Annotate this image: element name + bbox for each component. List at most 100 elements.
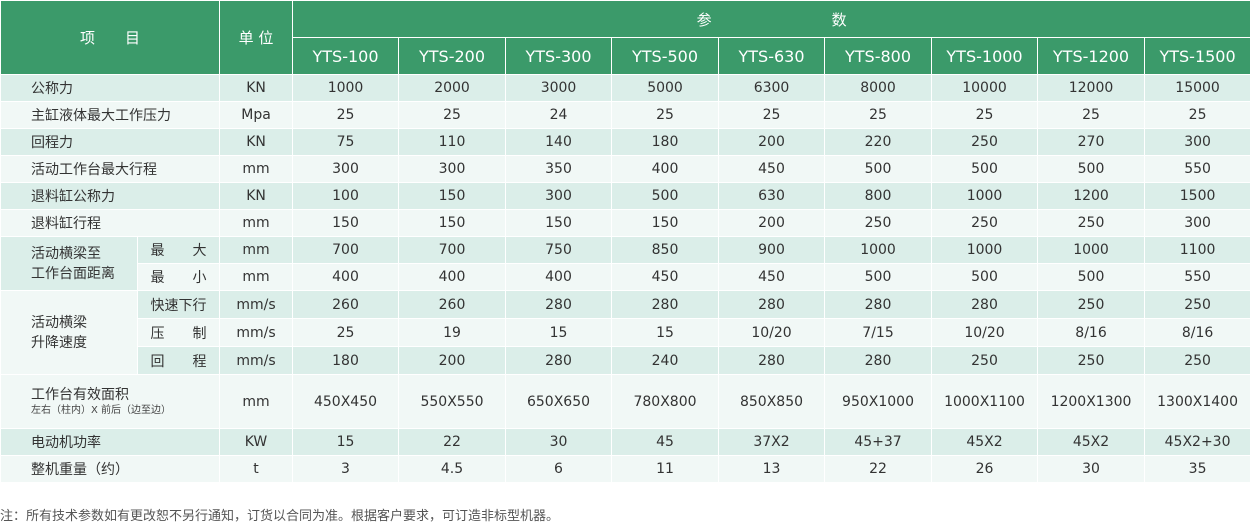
value-cell: 26: [931, 455, 1039, 483]
table-row: 公称力 KN 1000 2000 3000 5000 6300 8000 10000 12000 1…: [0, 74, 1250, 102]
value-cell: 8/16: [1144, 318, 1250, 347]
value-cell: 280: [718, 346, 826, 375]
value-cell: 4.5: [398, 455, 507, 483]
value-cell: 15: [505, 318, 613, 347]
value-cell: 500: [931, 155, 1039, 183]
distance-label-line1: 活动横梁至: [31, 245, 101, 262]
value-cell: 550: [1144, 263, 1250, 291]
value-cell: 280: [505, 290, 613, 319]
value-cell: 400: [398, 263, 507, 291]
value-cell: 3: [292, 455, 400, 483]
value-cell: 1300X1400: [1144, 374, 1250, 429]
value-cell: 25: [292, 101, 400, 129]
sub-label: 回 程: [136, 346, 221, 375]
header-model: YTS-500: [611, 37, 720, 75]
header-model: YTS-800: [824, 37, 933, 75]
value-cell: 45X2: [1037, 428, 1146, 456]
value-cell: 45X2: [931, 428, 1039, 456]
value-cell: 500: [611, 182, 720, 210]
unit-cell: mm: [219, 236, 294, 264]
value-cell: 35: [1144, 455, 1250, 483]
table-row: 主缸液体最大工作压力 Mpa 25 25 24 25 25 25 25 25 25: [0, 101, 1250, 129]
value-cell: 780X800: [611, 374, 720, 429]
row-label: 退料缸行程: [0, 209, 221, 237]
value-cell: 25: [1037, 101, 1146, 129]
unit-cell: mm: [219, 155, 294, 183]
value-cell: 13: [718, 455, 826, 483]
value-cell: 550: [1144, 155, 1250, 183]
value-cell: 500: [1037, 155, 1146, 183]
value-cell: 260: [398, 290, 507, 319]
value-cell: 10/20: [718, 318, 826, 347]
value-cell: 400: [505, 263, 613, 291]
value-cell: 750: [505, 236, 613, 264]
value-cell: 140: [505, 128, 613, 156]
value-cell: 19: [398, 318, 507, 347]
unit-cell: KN: [219, 128, 294, 156]
unit-cell: mm/s: [219, 318, 294, 347]
value-cell: 1000: [824, 236, 933, 264]
value-cell: 180: [611, 128, 720, 156]
value-cell: 450: [718, 263, 826, 291]
value-cell: 300: [505, 182, 613, 210]
unit-cell: mm: [219, 374, 294, 429]
value-cell: 15: [292, 428, 400, 456]
value-cell: 1000: [931, 236, 1039, 264]
value-cell: 280: [931, 290, 1039, 319]
row-label: 整机重量（约）: [0, 455, 221, 483]
value-cell: 850: [611, 236, 720, 264]
table-row: 回程力 KN 75 110 140 180 200 220 250 270 300: [0, 128, 1250, 156]
value-cell: 280: [611, 290, 720, 319]
spec-body: 公称力 KN 1000 2000 3000 5000 6300 8000 10000 12000 1…: [0, 74, 1250, 483]
value-cell: 1000: [931, 182, 1039, 210]
header-model: YTS-1000: [931, 37, 1039, 75]
value-cell: 250: [1144, 346, 1250, 375]
value-cell: 300: [1144, 209, 1250, 237]
table-row: 退料缸公称力 KN 100 150 300 500 630 800 1000 1200 1500: [0, 182, 1250, 210]
header-model: YTS-100: [292, 37, 400, 75]
table-row: 整机重量（约） t 3 4.5 6 11 13 22 26 30 35: [0, 455, 1250, 483]
value-cell: 850X850: [718, 374, 826, 429]
value-cell: 500: [1037, 263, 1146, 291]
value-cell: 450X450: [292, 374, 400, 429]
value-cell: 45X2+30: [1144, 428, 1250, 456]
table-row: 回 程 mm/s 180 200 280 240 280 280 250 250 250: [1, 346, 1250, 375]
value-cell: 30: [1037, 455, 1146, 483]
value-cell: 200: [398, 346, 507, 375]
value-cell: 6: [505, 455, 613, 483]
value-cell: 1200: [1037, 182, 1146, 210]
value-cell: 150: [611, 209, 720, 237]
unit-cell: Mpa: [219, 101, 294, 129]
value-cell: 22: [824, 455, 933, 483]
header-params: 参 数: [292, 0, 1250, 38]
value-cell: 2000: [398, 74, 507, 102]
value-cell: 500: [824, 263, 933, 291]
value-cell: 1000: [292, 74, 400, 102]
header-models-row: YTS-100 YTS-200 YTS-300 YTS-500 YTS-630 YTS-8…: [1, 37, 1250, 75]
value-cell: 150: [505, 209, 613, 237]
value-cell: 5000: [611, 74, 720, 102]
value-cell: 75: [292, 128, 400, 156]
footnote: 注：所有技术参数如有更改恕不另行通知，订货以合同为准。根据客户要求，可订造非标型…: [0, 509, 560, 524]
value-cell: 280: [824, 346, 933, 375]
value-cell: 150: [398, 182, 507, 210]
value-cell: 180: [292, 346, 400, 375]
table-row: 压 制 mm/s 25 19 15 15 10/20 7/15 10/20 8/16 8/16: [1, 318, 1250, 347]
value-cell: 110: [398, 128, 507, 156]
sub-label: 最 小: [136, 263, 221, 291]
value-cell: 15000: [1144, 74, 1250, 102]
value-cell: 250: [931, 346, 1039, 375]
table-area-main: 工作台有效面积: [31, 386, 129, 403]
value-cell: 1100: [1144, 236, 1250, 264]
row-label: 公称力: [0, 74, 221, 102]
table-row: 最 小 mm 400 400 400 450 450 500 500 500 550: [1, 263, 1250, 291]
value-cell: 450: [611, 263, 720, 291]
header-model: YTS-630: [718, 37, 826, 75]
value-cell: 100: [292, 182, 400, 210]
value-cell: 8/16: [1037, 318, 1146, 347]
header-model: YTS-1500: [1144, 37, 1250, 75]
row-label: 活动工作台最大行程: [0, 155, 221, 183]
value-cell: 280: [824, 290, 933, 319]
row-label: 电动机功率: [0, 428, 221, 456]
